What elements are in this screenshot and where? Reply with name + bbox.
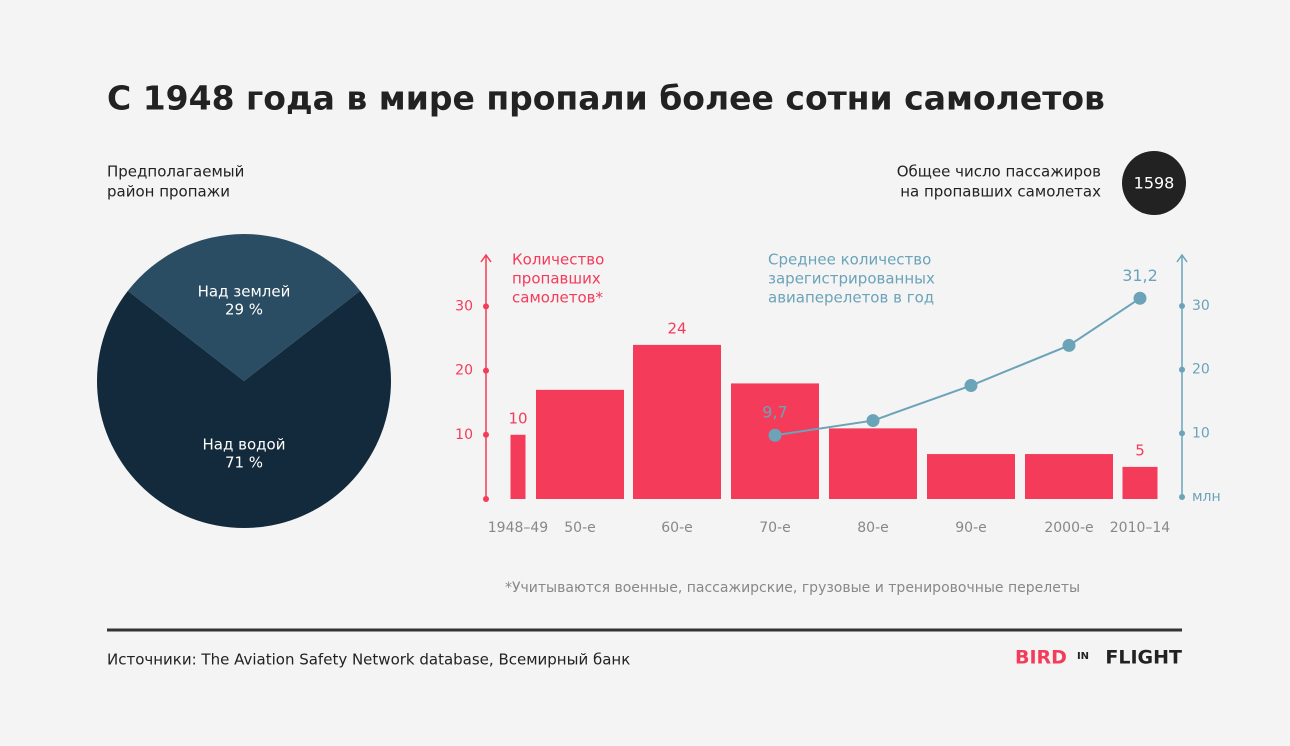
x-tick-label: 2000-е	[1044, 520, 1093, 536]
source: Источники: The Aviation Safety Network d…	[107, 651, 630, 669]
pie-slice	[96, 290, 391, 528]
y2-tick	[1179, 430, 1185, 437]
y-tick-label: 20	[455, 363, 473, 379]
passengers-value: 1598	[1134, 174, 1175, 193]
y-tick	[483, 367, 489, 374]
x-tick-label: 50-е	[564, 520, 595, 536]
y2-tick-label: 30	[1192, 298, 1210, 314]
y-tick	[483, 431, 489, 438]
legend-label: самолетов*	[512, 289, 604, 307]
legend-label: авиаперелетов в год	[768, 289, 934, 307]
pie-title: Предполагаемый	[107, 163, 244, 181]
y2-tick-label: млн	[1192, 489, 1221, 505]
bar-label: 24	[667, 319, 686, 337]
x-tick-label: 1948–49	[488, 520, 548, 536]
y2-tick-label: 20	[1192, 362, 1210, 378]
y-tick-label: 10	[455, 427, 473, 443]
legend-label: пропавших	[512, 270, 601, 288]
line-point	[866, 414, 880, 428]
bar	[1025, 454, 1113, 499]
line-point	[964, 379, 978, 393]
x-tick-label: 70-е	[759, 520, 790, 536]
footnote: *Учитываются военные, пассажирские, груз…	[505, 580, 1080, 596]
line-label: 9,7	[762, 403, 787, 422]
y2-tick	[1179, 366, 1185, 373]
x-tick-label: 90-е	[955, 520, 986, 536]
line-label: 31,2	[1122, 266, 1158, 285]
bar	[829, 428, 917, 499]
y2-tick-label: 10	[1192, 425, 1210, 441]
title: С 1948 года в мире пропали более сотни с…	[107, 79, 1105, 118]
y2-tick	[1179, 494, 1185, 500]
x-tick-label: 2010–14	[1110, 520, 1171, 536]
line-point	[768, 428, 782, 442]
passengers-label: Общее число пассажиров	[897, 163, 1101, 181]
slice-label: Над водой	[203, 436, 286, 454]
logo: IN	[1077, 651, 1089, 662]
slice-label: Над землей	[198, 283, 291, 301]
passengers-badge	[1122, 151, 1186, 215]
slice-value: 71 %	[225, 454, 263, 472]
pie-slice	[127, 233, 361, 381]
legend-label: зарегистрированных	[768, 270, 935, 288]
logo: FLIGHT	[1105, 647, 1182, 669]
y-axis-base	[483, 496, 489, 502]
legend-label: Среднее количество	[768, 251, 931, 269]
slice-value: 29 %	[225, 301, 263, 319]
line-point	[1133, 291, 1147, 305]
y2-axis-arrow	[1176, 253, 1188, 263]
y2-tick	[1179, 302, 1185, 309]
logo: BIRD	[1015, 647, 1067, 669]
passengers-label: на пропавших самолетах	[900, 183, 1101, 201]
y-tick-label: 30	[455, 298, 473, 314]
bar	[1122, 466, 1158, 499]
bar-label: 5	[1135, 441, 1145, 459]
pie-title: район пропажи	[107, 183, 230, 201]
legend-label: Количество	[512, 251, 604, 269]
bar	[510, 434, 526, 499]
bar	[633, 344, 721, 499]
y-tick	[483, 303, 489, 310]
line-point	[1062, 338, 1076, 352]
bar	[927, 454, 1015, 499]
bar	[536, 389, 624, 499]
x-tick-label: 60-е	[661, 520, 692, 536]
y-axis-arrow	[480, 253, 492, 263]
x-tick-label: 80-е	[857, 520, 888, 536]
bar-label: 10	[508, 409, 527, 427]
